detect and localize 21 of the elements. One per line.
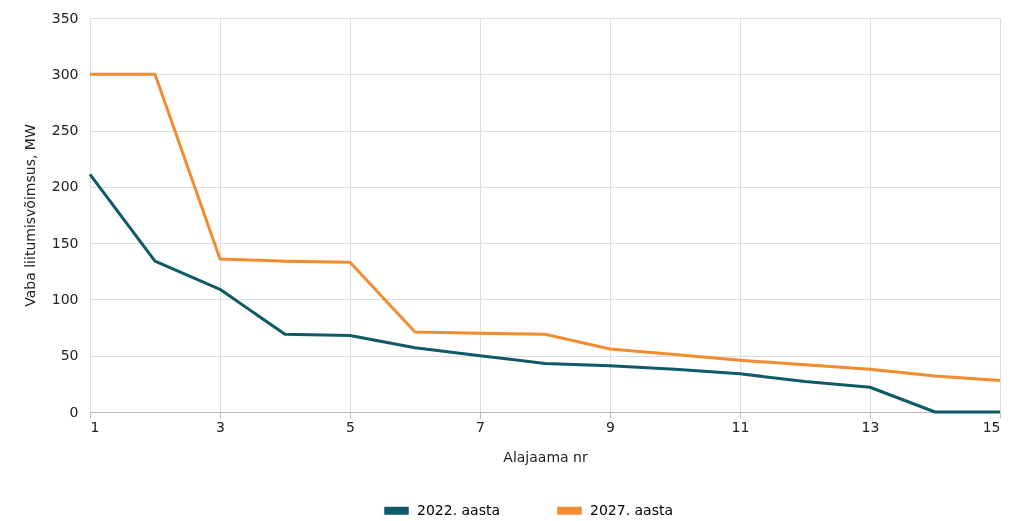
legend-label: 2022. aasta xyxy=(417,501,501,518)
y-tick-label: 200 xyxy=(51,178,79,195)
x-tick-label: 15 xyxy=(982,418,1001,435)
x-tick-label: 13 xyxy=(861,418,880,435)
legend-label: 2027. aasta xyxy=(590,501,674,518)
x-tick-label: 1 xyxy=(90,418,100,435)
x-tick-label: 3 xyxy=(216,418,225,435)
y-tick-label: 150 xyxy=(51,234,79,251)
y-tick-label: 250 xyxy=(51,122,79,139)
line-series xyxy=(88,72,1002,382)
x-tick-label: 9 xyxy=(606,418,615,435)
x-tick-label: 11 xyxy=(731,418,750,435)
y-tick-label: 100 xyxy=(51,290,79,307)
x-axis-title: Alajaama nr xyxy=(503,448,588,465)
y-tick-label: 350 xyxy=(51,9,79,26)
y-tick-label: 0 xyxy=(69,403,79,420)
y-axis-title: Vaba liitumisvõimsus, MW xyxy=(21,124,38,307)
x-tick-label: 7 xyxy=(476,418,485,435)
y-tick-label: 50 xyxy=(60,347,79,364)
x-tick-label: 5 xyxy=(346,418,355,435)
y-tick-label: 300 xyxy=(51,65,79,82)
